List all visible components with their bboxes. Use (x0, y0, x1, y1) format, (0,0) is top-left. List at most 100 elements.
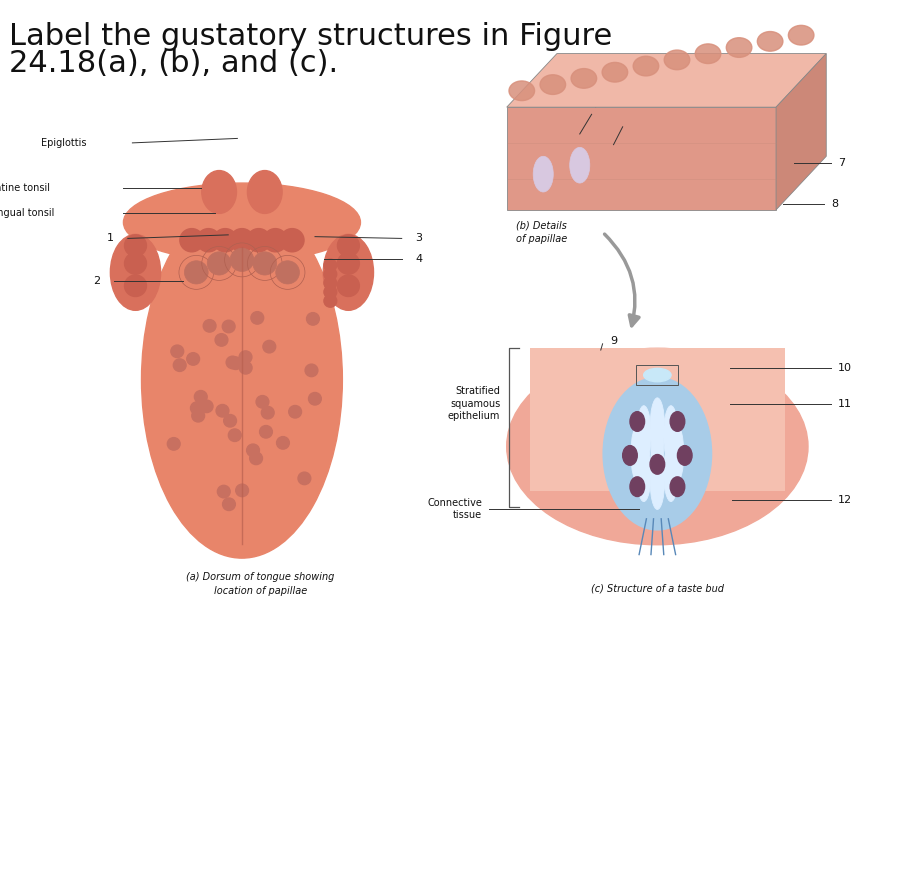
Circle shape (305, 364, 318, 377)
Polygon shape (776, 54, 826, 210)
Circle shape (214, 229, 237, 252)
Ellipse shape (142, 201, 342, 558)
Circle shape (207, 252, 231, 275)
Circle shape (230, 248, 254, 271)
Ellipse shape (602, 63, 628, 82)
Ellipse shape (726, 38, 751, 57)
Text: (c) Structure of a taste bud: (c) Structure of a taste bud (591, 583, 724, 593)
Circle shape (236, 484, 248, 497)
Ellipse shape (650, 455, 665, 474)
Text: 12: 12 (838, 495, 852, 505)
Ellipse shape (570, 147, 590, 183)
Ellipse shape (650, 452, 665, 509)
Text: 8: 8 (831, 198, 838, 209)
Circle shape (280, 229, 304, 252)
Circle shape (171, 345, 184, 357)
Text: (a) Dorsum of tongue showing
location of papillae: (a) Dorsum of tongue showing location of… (186, 572, 334, 596)
Ellipse shape (696, 44, 721, 63)
Ellipse shape (202, 171, 236, 213)
Text: 1: 1 (107, 233, 114, 244)
Circle shape (224, 414, 236, 427)
Circle shape (180, 229, 204, 252)
Circle shape (226, 356, 239, 369)
Ellipse shape (603, 378, 711, 530)
Circle shape (259, 426, 272, 438)
Text: 3: 3 (415, 233, 423, 244)
Ellipse shape (323, 235, 373, 311)
Circle shape (263, 340, 276, 353)
Polygon shape (507, 54, 826, 107)
Ellipse shape (123, 183, 361, 262)
Circle shape (124, 235, 146, 256)
Circle shape (204, 320, 216, 332)
Ellipse shape (533, 156, 553, 192)
Text: Label the gustatory structures in Figure: Label the gustatory structures in Figure (9, 22, 613, 51)
Text: 4: 4 (415, 254, 423, 264)
Circle shape (217, 485, 230, 497)
Circle shape (264, 229, 288, 252)
Polygon shape (507, 107, 776, 210)
Ellipse shape (630, 477, 645, 497)
Circle shape (222, 321, 235, 333)
Circle shape (307, 313, 320, 325)
Ellipse shape (669, 425, 684, 482)
Circle shape (191, 402, 204, 414)
Circle shape (239, 362, 252, 374)
Circle shape (289, 405, 301, 418)
Circle shape (253, 252, 277, 275)
FancyBboxPatch shape (530, 348, 785, 491)
Ellipse shape (677, 446, 692, 465)
Circle shape (247, 229, 270, 252)
Circle shape (239, 351, 252, 363)
Ellipse shape (509, 81, 535, 101)
Text: 7: 7 (838, 157, 845, 168)
Ellipse shape (664, 405, 678, 463)
Text: 2: 2 (93, 276, 100, 287)
Ellipse shape (670, 412, 685, 431)
Ellipse shape (623, 446, 637, 465)
Circle shape (200, 400, 213, 413)
Text: Stratified
squamous
epithelium: Stratified squamous epithelium (448, 387, 500, 421)
Circle shape (324, 295, 337, 307)
Circle shape (229, 357, 242, 370)
Ellipse shape (664, 50, 690, 70)
Circle shape (167, 438, 180, 450)
Ellipse shape (507, 348, 808, 545)
Ellipse shape (636, 405, 651, 463)
Circle shape (338, 253, 360, 274)
Ellipse shape (644, 369, 671, 382)
Circle shape (324, 268, 337, 280)
Ellipse shape (651, 422, 664, 485)
Ellipse shape (630, 412, 645, 431)
Text: 24.18(a), (b), and (c).: 24.18(a), (b), and (c). (9, 49, 338, 78)
Circle shape (256, 396, 268, 408)
Circle shape (324, 286, 337, 298)
Ellipse shape (757, 31, 782, 51)
Ellipse shape (110, 235, 161, 311)
Circle shape (230, 229, 254, 252)
Text: Epiglottis: Epiglottis (41, 138, 87, 148)
Circle shape (192, 410, 205, 422)
Circle shape (249, 452, 262, 464)
Ellipse shape (670, 477, 685, 497)
Text: Lingual tonsil: Lingual tonsil (0, 207, 55, 218)
Ellipse shape (664, 444, 678, 502)
Text: Palatine tonsil: Palatine tonsil (0, 182, 50, 193)
Circle shape (298, 472, 310, 485)
Circle shape (124, 253, 146, 274)
Circle shape (228, 429, 241, 441)
Circle shape (247, 444, 259, 456)
Circle shape (261, 406, 274, 419)
Text: 5: 5 (593, 105, 601, 116)
Circle shape (194, 390, 207, 403)
Ellipse shape (650, 398, 665, 455)
Text: Connective
tissue: Connective tissue (427, 497, 482, 521)
Circle shape (324, 277, 337, 289)
Circle shape (338, 235, 360, 256)
Ellipse shape (247, 171, 282, 213)
Text: 10: 10 (838, 363, 852, 373)
Text: 11: 11 (838, 398, 852, 409)
Circle shape (196, 229, 220, 252)
Circle shape (173, 359, 186, 371)
Ellipse shape (540, 75, 566, 95)
